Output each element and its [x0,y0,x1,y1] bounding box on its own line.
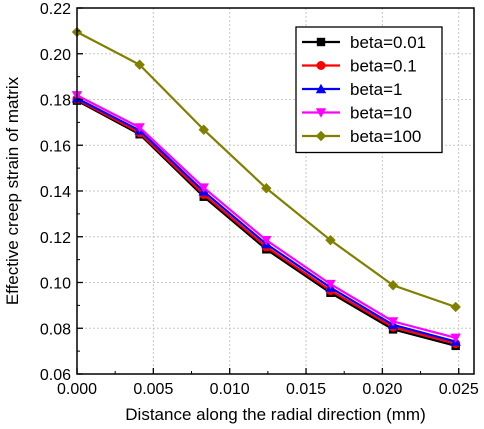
y-tick-label: 0.08 [40,321,71,338]
x-tick-label: 0.025 [439,381,479,398]
legend-entry: beta=100 [302,127,421,146]
y-tick-label: 0.12 [40,230,71,247]
legend-entry: beta=0.1 [302,57,417,76]
legend-marker [316,61,326,70]
data-point [261,183,272,194]
data-point [387,317,399,327]
axes: 0.000 0.005 0.010 0.015 0.020 0.025 0.06 0.08 0.… [40,1,479,398]
legend-entry: beta=1 [302,80,402,99]
series-beta=10 [71,91,461,344]
legend-label: beta=0.1 [350,57,417,76]
data-point [198,183,209,193]
legend-label: beta=1 [350,80,402,99]
series-beta=100 [71,26,461,313]
x-tick-label: 0.010 [210,381,250,398]
y-tick-label: 0.20 [40,47,71,64]
x-axis-label: Distance along the radial direction (mm) [125,405,425,424]
legend-label: beta=10 [350,104,412,123]
y-tick-label: 0.22 [40,1,71,18]
y-tick-label: 0.16 [40,138,71,155]
data-point [450,333,461,344]
data-point [325,279,336,290]
legend-entry: beta=10 [302,104,412,123]
data-point [134,123,145,133]
y-tick-label: 0.06 [40,367,71,384]
legend-marker [315,108,327,118]
x-tick-label: 0.015 [286,381,326,398]
data-point [387,280,399,291]
data-point [325,234,336,246]
legend: beta=0.01 beta=0.1 beta=1 beta=10 beta=100 [295,26,443,154]
x-tick-label: 0.000 [57,381,97,398]
data-point [450,301,461,313]
y-tick-label: 0.18 [40,93,71,110]
x-tick-label: 0.020 [362,381,402,398]
legend-marker [315,130,327,142]
x-tick-label: 0.005 [133,381,173,398]
data-point [198,124,209,135]
y-axis-label: Effective creep strain of matrix [3,76,22,305]
y-tick-label: 0.14 [40,184,71,201]
series-layer [71,26,461,351]
legend-label: beta=100 [350,127,421,146]
legend-marker [315,83,327,94]
data-point [261,235,272,246]
legend-label: beta=0.01 [350,33,426,52]
legend-marker [316,37,326,47]
data-point [134,59,145,70]
y-tick-label: 0.10 [40,276,71,293]
legend-entry: beta=0.01 [302,33,426,52]
